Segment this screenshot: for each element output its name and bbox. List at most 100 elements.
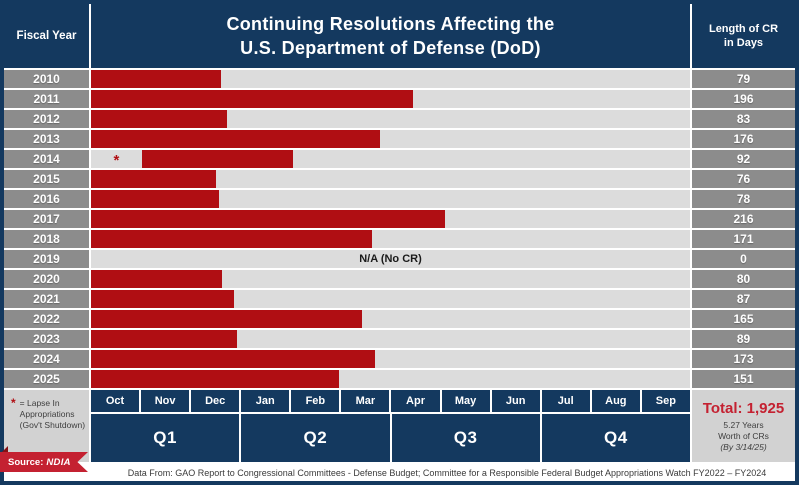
fiscal-year-cell-2015: 2015 — [4, 170, 89, 188]
na-no-cr-label: N/A (No CR) — [359, 253, 422, 265]
fiscal-year-cell-2018: 2018 — [4, 230, 89, 248]
quarter-axis-row: Q1 Q2 Q3 Q4 — [91, 414, 690, 462]
fiscal-year-cell-2024: 2024 — [4, 350, 89, 368]
fiscal-year-column-header: Fiscal Year — [4, 4, 89, 68]
cr-bar-2014 — [141, 150, 293, 168]
fiscal-year-column: 2010 2011 2012 2013 2014 2015 2016 2017 2018 2019… — [4, 70, 89, 388]
cr-bar-track-2018 — [91, 230, 690, 248]
fiscal-year-cell-2020: 2020 — [4, 270, 89, 288]
ribbon-fold — [1, 446, 8, 453]
cr-bar-2017 — [91, 210, 446, 228]
cr-bar-2023 — [91, 330, 238, 348]
shutdown-footnote: * = Lapse In Appropriations (Gov't Shutd… — [11, 396, 85, 431]
length-days-cell-2015: 76 — [692, 170, 795, 188]
data-source-text: Data From: GAO Report to Congressional C… — [127, 467, 767, 478]
fiscal-year-cell-2017: 2017 — [4, 210, 89, 228]
infographic-grid: Fiscal Year Continuing Resolutions Affec… — [4, 4, 795, 481]
total-years-note: 5.27 Years — [723, 419, 764, 430]
length-days-cell-2017: 216 — [692, 210, 795, 228]
chart-title: Continuing Resolutions Affecting the U.S… — [91, 4, 690, 68]
cr-bar-track-2015 — [91, 170, 690, 188]
cr-bar-2011 — [91, 90, 413, 108]
length-values-column: 79 196 83 176 92 76 78 216 171 0 80 87 165 89 173 151 — [692, 70, 795, 388]
cr-bar-track-2020 — [91, 270, 690, 288]
fiscal-year-cell-2011: 2011 — [4, 90, 89, 108]
chart-title-line2: U.S. Department of Defense (DoD) — [240, 38, 541, 58]
cr-bar-2018 — [91, 230, 372, 248]
cr-bar-track-2025 — [91, 370, 690, 388]
footnote-line2: Appropriations — [19, 409, 75, 419]
fiscal-year-cell-2010: 2010 — [4, 70, 89, 88]
cr-bar-2024 — [91, 350, 375, 368]
length-days-cell-2016: 78 — [692, 190, 795, 208]
fiscal-year-cell-2016: 2016 — [4, 190, 89, 208]
length-days-cell-2018: 171 — [692, 230, 795, 248]
quarter-label-q1: Q1 — [91, 414, 242, 462]
cr-bars-column: * N/A (No CR) — [91, 70, 690, 388]
month-label-nov: Nov — [141, 390, 192, 412]
footnote-line1: = Lapse In — [19, 398, 60, 408]
quarter-label-q4: Q4 — [541, 414, 690, 462]
fiscal-year-cell-2021: 2021 — [4, 290, 89, 308]
length-header-line1: Length of CR — [708, 23, 779, 35]
cr-bar-track-2010 — [91, 70, 690, 88]
fiscal-year-cell-2025: 2025 — [4, 370, 89, 388]
fiscal-year-cell-2022: 2022 — [4, 310, 89, 328]
cr-bar-track-2013 — [91, 130, 690, 148]
length-days-cell-2021: 87 — [692, 290, 795, 308]
length-days-cell-2024: 173 — [692, 350, 795, 368]
length-header-line2: in Days — [723, 37, 764, 49]
cr-bar-2025 — [91, 370, 339, 388]
month-label-mar: Mar — [341, 390, 392, 412]
month-label-jul: Jul — [541, 390, 592, 412]
cr-bar-track-2019: N/A (No CR) — [91, 250, 690, 268]
cr-bar-2015 — [91, 170, 216, 188]
month-label-jun: Jun — [491, 390, 542, 412]
month-label-aug: Aug — [591, 390, 642, 412]
shutdown-footnote-text: = Lapse In Appropriations (Gov't Shutdow… — [20, 398, 85, 431]
data-source-footer: Data From: GAO Report to Congressional C… — [4, 464, 795, 481]
cr-bar-track-2024 — [91, 350, 690, 368]
cr-bar-2021 — [91, 290, 234, 308]
cr-bar-2010 — [91, 70, 221, 88]
fiscal-year-cell-2023: 2023 — [4, 330, 89, 348]
cr-bar-2016 — [91, 190, 219, 208]
month-label-oct: Oct — [91, 390, 142, 412]
shutdown-asterisk-icon: * — [113, 152, 120, 168]
total-summary: Total: 1,925 5.27 Years Worth of CRs (By… — [692, 390, 795, 462]
fiscal-year-cell-2014: 2014 — [4, 150, 89, 168]
length-days-cell-2022: 165 — [692, 310, 795, 328]
total-panel: Total: 1,925 5.27 Years Worth of CRs (By… — [692, 390, 795, 462]
source-ribbon: Source: NDIA — [0, 452, 88, 472]
length-column-header: Length of CR in Days — [692, 4, 795, 68]
month-label-apr: Apr — [391, 390, 442, 412]
month-axis-row: Oct Nov Dec Jan Feb Mar Apr May Jun Jul Aug Sep — [91, 390, 690, 412]
quarter-label-q2: Q2 — [241, 414, 392, 462]
length-days-cell-2019: 0 — [692, 250, 795, 268]
fiscal-year-cell-2013: 2013 — [4, 130, 89, 148]
cr-bar-2013 — [91, 130, 380, 148]
quarter-label-q3: Q3 — [391, 414, 542, 462]
cr-bar-track-2023 — [91, 330, 690, 348]
total-asof-note: (By 3/14/25) — [720, 441, 767, 452]
cr-bar-track-2011 — [91, 90, 690, 108]
cr-bar-track-2017 — [91, 210, 690, 228]
asterisk-icon: * — [11, 396, 16, 410]
month-label-sep: Sep — [641, 390, 690, 412]
cr-bar-track-2022 — [91, 310, 690, 328]
length-days-cell-2011: 196 — [692, 90, 795, 108]
month-label-may: May — [441, 390, 492, 412]
footnote-line3: (Gov't Shutdown) — [19, 420, 86, 430]
total-worth-note: Worth of CRs — [718, 430, 769, 441]
cr-bar-track-2014: * — [91, 150, 690, 168]
length-days-cell-2023: 89 — [692, 330, 795, 348]
cr-bar-track-2012 — [91, 110, 690, 128]
cr-bar-2022 — [91, 310, 362, 328]
chart-title-line1: Continuing Resolutions Affecting the — [226, 14, 555, 34]
month-label-jan: Jan — [241, 390, 292, 412]
cr-bar-2012 — [91, 110, 228, 128]
month-label-dec: Dec — [191, 390, 242, 412]
source-ribbon-prefix: Source: — [8, 456, 44, 468]
source-ribbon-name: NDIA — [46, 456, 71, 468]
